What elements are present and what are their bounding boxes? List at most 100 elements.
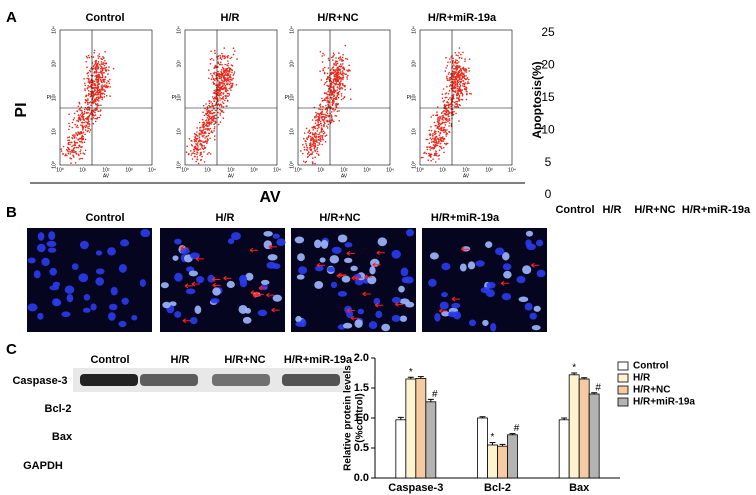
event-dot xyxy=(93,49,96,52)
event-dot xyxy=(338,83,341,85)
event-dot xyxy=(199,143,201,146)
event-dot xyxy=(73,117,76,119)
nucleus xyxy=(375,310,383,319)
event-dot xyxy=(88,101,91,104)
nucleus xyxy=(502,263,512,271)
event-dot xyxy=(307,151,310,153)
event-dot xyxy=(455,54,458,56)
nucleus xyxy=(518,296,529,303)
event-dot xyxy=(330,73,333,76)
event-dot xyxy=(217,55,220,57)
bar xyxy=(487,444,498,479)
event-dot xyxy=(318,108,320,110)
event-dot xyxy=(338,75,341,78)
flow-small-x: AV xyxy=(341,173,348,179)
event-dot xyxy=(457,97,459,99)
event-dot xyxy=(72,151,75,153)
event-dot xyxy=(330,114,333,116)
nucleus xyxy=(49,285,60,291)
event-dot xyxy=(462,73,465,75)
event-dot xyxy=(323,66,326,69)
event-dot xyxy=(337,57,340,59)
event-dot xyxy=(215,65,217,68)
event-dot xyxy=(224,94,227,97)
event-dot xyxy=(319,70,321,72)
event-dot xyxy=(457,106,460,108)
event-dot xyxy=(311,152,313,155)
event-dot xyxy=(99,90,102,93)
event-dot xyxy=(468,82,470,85)
event-dot xyxy=(458,96,461,98)
nucleus xyxy=(36,243,46,253)
event-dot xyxy=(210,50,212,53)
nucleus xyxy=(298,266,308,275)
event-dot xyxy=(222,92,225,95)
bar xyxy=(578,378,590,479)
plot-frame xyxy=(419,29,513,166)
nucleus xyxy=(391,314,401,322)
nucleus xyxy=(441,311,450,317)
event-dot xyxy=(217,86,219,88)
event-dot xyxy=(456,103,458,105)
event-dot xyxy=(454,90,457,92)
event-dot xyxy=(69,141,71,144)
event-dot xyxy=(228,83,231,86)
event-dot xyxy=(92,92,94,95)
event-dot xyxy=(203,161,206,163)
event-dot xyxy=(432,133,434,135)
event-dot xyxy=(316,124,318,126)
event-dot xyxy=(441,93,444,95)
event-dot xyxy=(324,82,327,84)
event-dot xyxy=(206,140,208,142)
event-dot xyxy=(72,154,74,156)
event-dot xyxy=(205,128,207,130)
arrow xyxy=(266,292,275,298)
event-dot xyxy=(462,79,464,82)
nucleus xyxy=(210,297,220,304)
event-dot xyxy=(465,90,468,92)
event-dot xyxy=(81,132,83,135)
event-dot xyxy=(101,98,103,101)
event-dot xyxy=(219,54,221,57)
event-dot xyxy=(453,72,455,75)
event-dot xyxy=(104,51,106,53)
event-dot xyxy=(217,62,220,65)
event-dot xyxy=(452,62,454,64)
event-dot xyxy=(95,76,98,79)
event-dot xyxy=(108,82,111,85)
event-dot xyxy=(327,67,330,69)
event-dot xyxy=(105,86,107,89)
event-dot xyxy=(92,114,94,117)
event-dot xyxy=(68,113,70,116)
event-dot xyxy=(346,58,349,60)
nucleus xyxy=(399,315,408,322)
event-dot xyxy=(210,116,213,119)
event-dot xyxy=(436,106,439,108)
event-dot xyxy=(82,131,85,134)
event-dot xyxy=(430,159,433,162)
error-bar xyxy=(499,443,506,447)
event-dot xyxy=(315,119,317,122)
event-dot xyxy=(427,159,430,161)
event-dot xyxy=(112,67,115,70)
event-dot xyxy=(76,119,78,122)
event-dot xyxy=(231,71,233,74)
event-dot xyxy=(85,55,88,58)
event-dot xyxy=(228,71,230,73)
event-dot xyxy=(199,148,202,150)
event-dot xyxy=(456,100,459,103)
event-dot xyxy=(305,160,308,163)
event-dot xyxy=(467,78,470,81)
event-dot xyxy=(71,141,73,144)
event-dot xyxy=(69,150,71,153)
event-dot xyxy=(201,147,204,150)
event-dot xyxy=(85,61,87,63)
event-dot xyxy=(317,136,320,138)
event-dot xyxy=(435,141,438,143)
arrow xyxy=(460,246,470,252)
event-dot xyxy=(73,137,76,139)
event-dot xyxy=(326,80,328,83)
event-dot xyxy=(430,126,432,128)
nucleus xyxy=(344,257,353,264)
event-dot xyxy=(434,137,436,140)
